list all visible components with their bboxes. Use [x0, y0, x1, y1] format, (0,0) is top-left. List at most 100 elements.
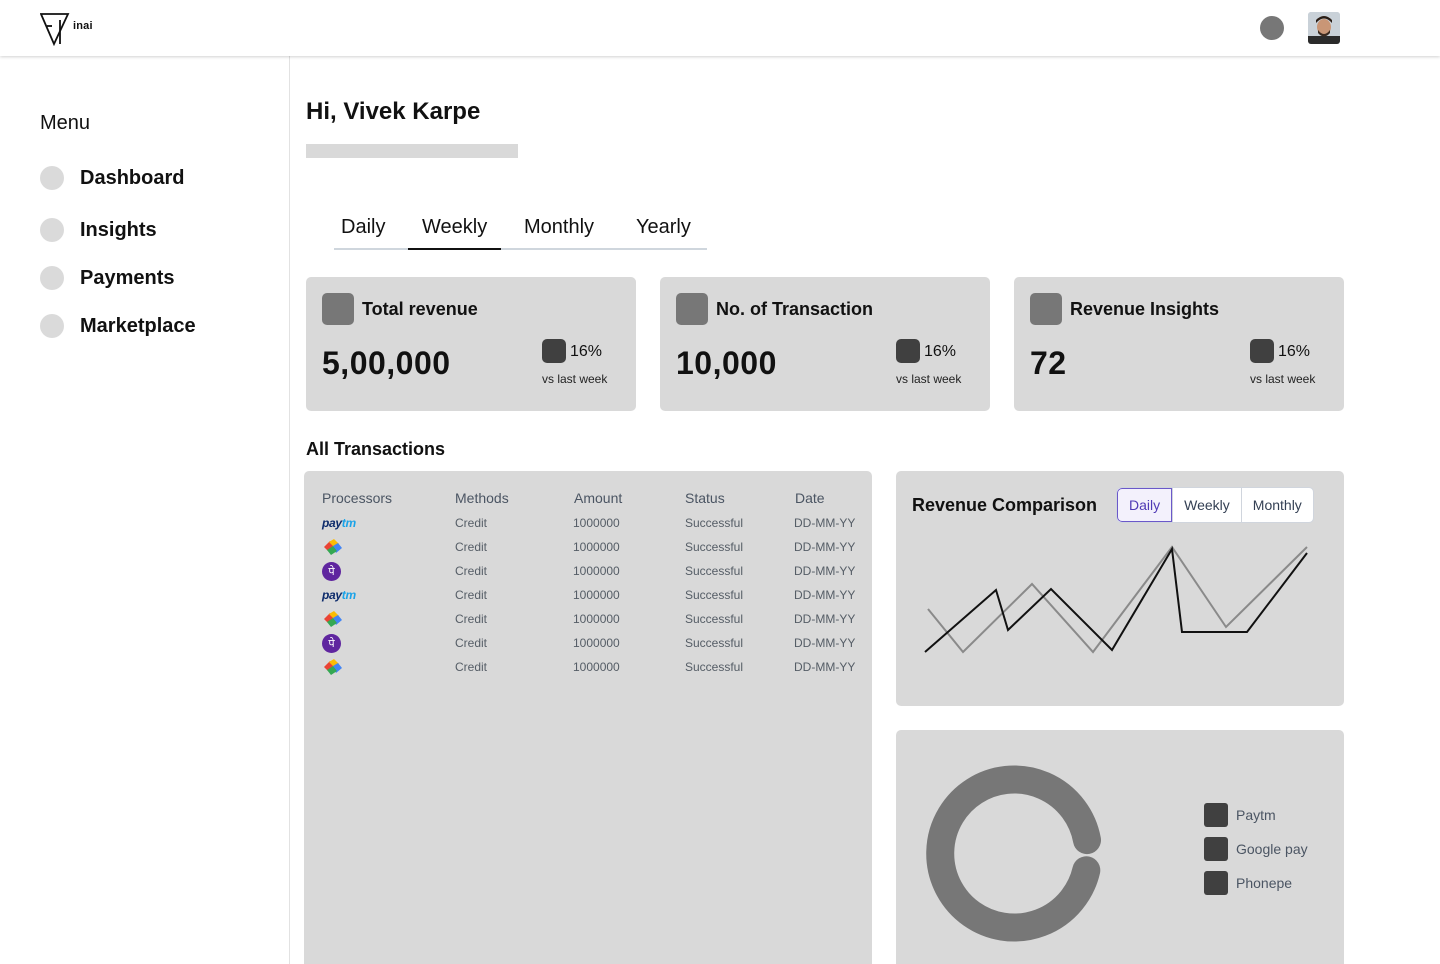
donut-chart [926, 765, 1101, 942]
trend-icon [542, 339, 566, 363]
donut-ring-arc [926, 765, 1101, 942]
method-cell: Credit [455, 540, 488, 554]
phonepe-logo-icon: पे [322, 561, 341, 581]
date-cell: DD-MM-YY [794, 660, 856, 674]
trend-icon [896, 339, 920, 363]
subtitle-placeholder-bar [306, 144, 518, 158]
table-row[interactable]: पे Credit 1000000 Successful DD-MM-YY [304, 559, 872, 583]
sidebar-item-label: Marketplace [80, 314, 196, 337]
insights-icon [1030, 293, 1062, 325]
legend-item-google-pay[interactable]: Google pay [1204, 837, 1308, 861]
amount-cell: 1000000 [573, 564, 620, 578]
column-header-amount[interactable]: Amount [574, 490, 623, 506]
stat-card-revenue-insights[interactable]: Revenue Insights 72 16% vs last week [1014, 277, 1344, 411]
insights-icon [40, 218, 64, 242]
stat-delta: 16% [1278, 343, 1311, 360]
paytm-wordmark-part: tm [341, 516, 356, 530]
method-cell: Credit [455, 564, 488, 578]
notification-dot-icon[interactable] [1260, 16, 1284, 40]
date-cell: DD-MM-YY [794, 540, 856, 554]
column-header-processors[interactable]: Processors [322, 490, 393, 506]
method-cell: Credit [455, 612, 488, 626]
google-pay-icon [324, 659, 342, 675]
amount-cell: 1000000 [573, 612, 620, 626]
paytm-wordmark-part: pay [322, 588, 342, 602]
sidebar: Menu Dashboard Insights Payments Marketp… [0, 56, 290, 964]
google-pay-icon [324, 539, 342, 555]
revenue-comparison-card: Revenue Comparison Daily Weekly Monthly [896, 471, 1344, 706]
paytm-logo-icon: paytm [322, 585, 356, 605]
paytm-wordmark-part: tm [341, 588, 356, 602]
table-row[interactable]: paytm Credit 1000000 Successful DD-MM-YY [304, 511, 872, 535]
processor-share-card: Paytm Google pay Phonepe [896, 730, 1344, 964]
legend-label: Phonepe [1236, 875, 1293, 891]
amount-cell: 1000000 [573, 516, 620, 530]
column-header-methods[interactable]: Methods [455, 490, 509, 506]
status-cell: Successful [685, 636, 744, 650]
legend-swatch [1204, 871, 1228, 895]
status-cell: Successful [685, 612, 744, 626]
toggle-daily[interactable]: Daily [1117, 488, 1173, 522]
status-cell: Successful [685, 516, 744, 530]
inai-logo-icon[interactable] [40, 12, 100, 46]
stat-delta-caption: vs last week [896, 372, 962, 386]
table-row[interactable]: Credit 1000000 Successful DD-MM-YY [304, 535, 872, 559]
method-cell: Credit [455, 588, 488, 602]
stat-delta-caption: vs last week [542, 372, 608, 386]
date-cell: DD-MM-YY [794, 516, 856, 530]
series-a-line [924, 545, 1308, 653]
google-pay-logo-icon [322, 537, 344, 557]
column-header-date[interactable]: Date [795, 490, 825, 506]
table-row[interactable]: Credit 1000000 Successful DD-MM-YY [304, 655, 872, 679]
sidebar-item-label: Dashboard [80, 166, 185, 189]
stat-value: 72 [1030, 345, 1067, 381]
table-row[interactable]: पे Credit 1000000 Successful DD-MM-YY [304, 631, 872, 655]
sidebar-item-label: Insights [80, 218, 157, 241]
stat-delta: 16% [570, 343, 603, 360]
legend-label: Google pay [1236, 841, 1308, 857]
table-row[interactable]: paytm Credit 1000000 Successful DD-MM-YY [304, 583, 872, 607]
paytm-wordmark-part: pay [322, 516, 342, 530]
payments-icon [40, 266, 64, 290]
column-header-status[interactable]: Status [685, 490, 725, 506]
legend-item-phonepe[interactable]: Phonepe [1204, 871, 1292, 895]
stat-card-total-revenue[interactable]: Total revenue 5,00,000 16% vs last week [306, 277, 636, 411]
sidebar-item-insights[interactable]: Insights [40, 218, 157, 242]
sidebar-item-marketplace[interactable]: Marketplace [40, 314, 196, 338]
toggle-monthly[interactable]: Monthly [1240, 488, 1313, 522]
status-cell: Successful [685, 660, 744, 674]
phonepe-logo-icon: पे [322, 633, 341, 653]
date-cell: DD-MM-YY [794, 636, 856, 650]
trend-icon [1250, 339, 1274, 363]
method-cell: Credit [455, 636, 488, 650]
amount-cell: 1000000 [573, 660, 620, 674]
tab-yearly[interactable]: Yearly [636, 216, 691, 238]
transactions-table: Processors Methods Amount Status Date pa… [304, 471, 872, 964]
avatar[interactable] [1308, 12, 1340, 44]
revenue-comparison-title: Revenue Comparison [912, 495, 1098, 515]
table-row[interactable]: Credit 1000000 Successful DD-MM-YY [304, 607, 872, 631]
menu-title: Menu [40, 112, 91, 134]
stat-title: Total revenue [362, 299, 478, 319]
tab-weekly[interactable]: Weekly [408, 216, 502, 250]
user-avatar-icon [1308, 12, 1340, 44]
sidebar-item-dashboard[interactable]: Dashboard [40, 166, 184, 190]
status-cell: Successful [685, 540, 744, 554]
stat-card-transactions[interactable]: No. of Transaction 10,000 16% vs last we… [660, 277, 990, 411]
transactions-icon [676, 293, 708, 325]
sidebar-item-label: Payments [80, 266, 175, 289]
status-cell: Successful [685, 588, 744, 602]
tab-daily[interactable]: Daily [341, 216, 386, 238]
toggle-weekly[interactable]: Weekly [1172, 488, 1241, 522]
tab-monthly[interactable]: Monthly [524, 216, 595, 238]
method-cell: Credit [455, 660, 488, 674]
stat-delta-caption: vs last week [1250, 372, 1316, 386]
sidebar-item-payments[interactable]: Payments [40, 266, 175, 290]
google-pay-logo-icon [322, 609, 344, 629]
dashboard-icon [40, 166, 64, 190]
paytm-logo-icon: paytm [322, 513, 356, 533]
google-pay-icon [324, 611, 342, 627]
period-tabs: Daily Weekly Monthly Yearly [334, 216, 707, 250]
stat-value: 10,000 [676, 345, 777, 381]
legend-item-paytm[interactable]: Paytm [1204, 803, 1276, 827]
